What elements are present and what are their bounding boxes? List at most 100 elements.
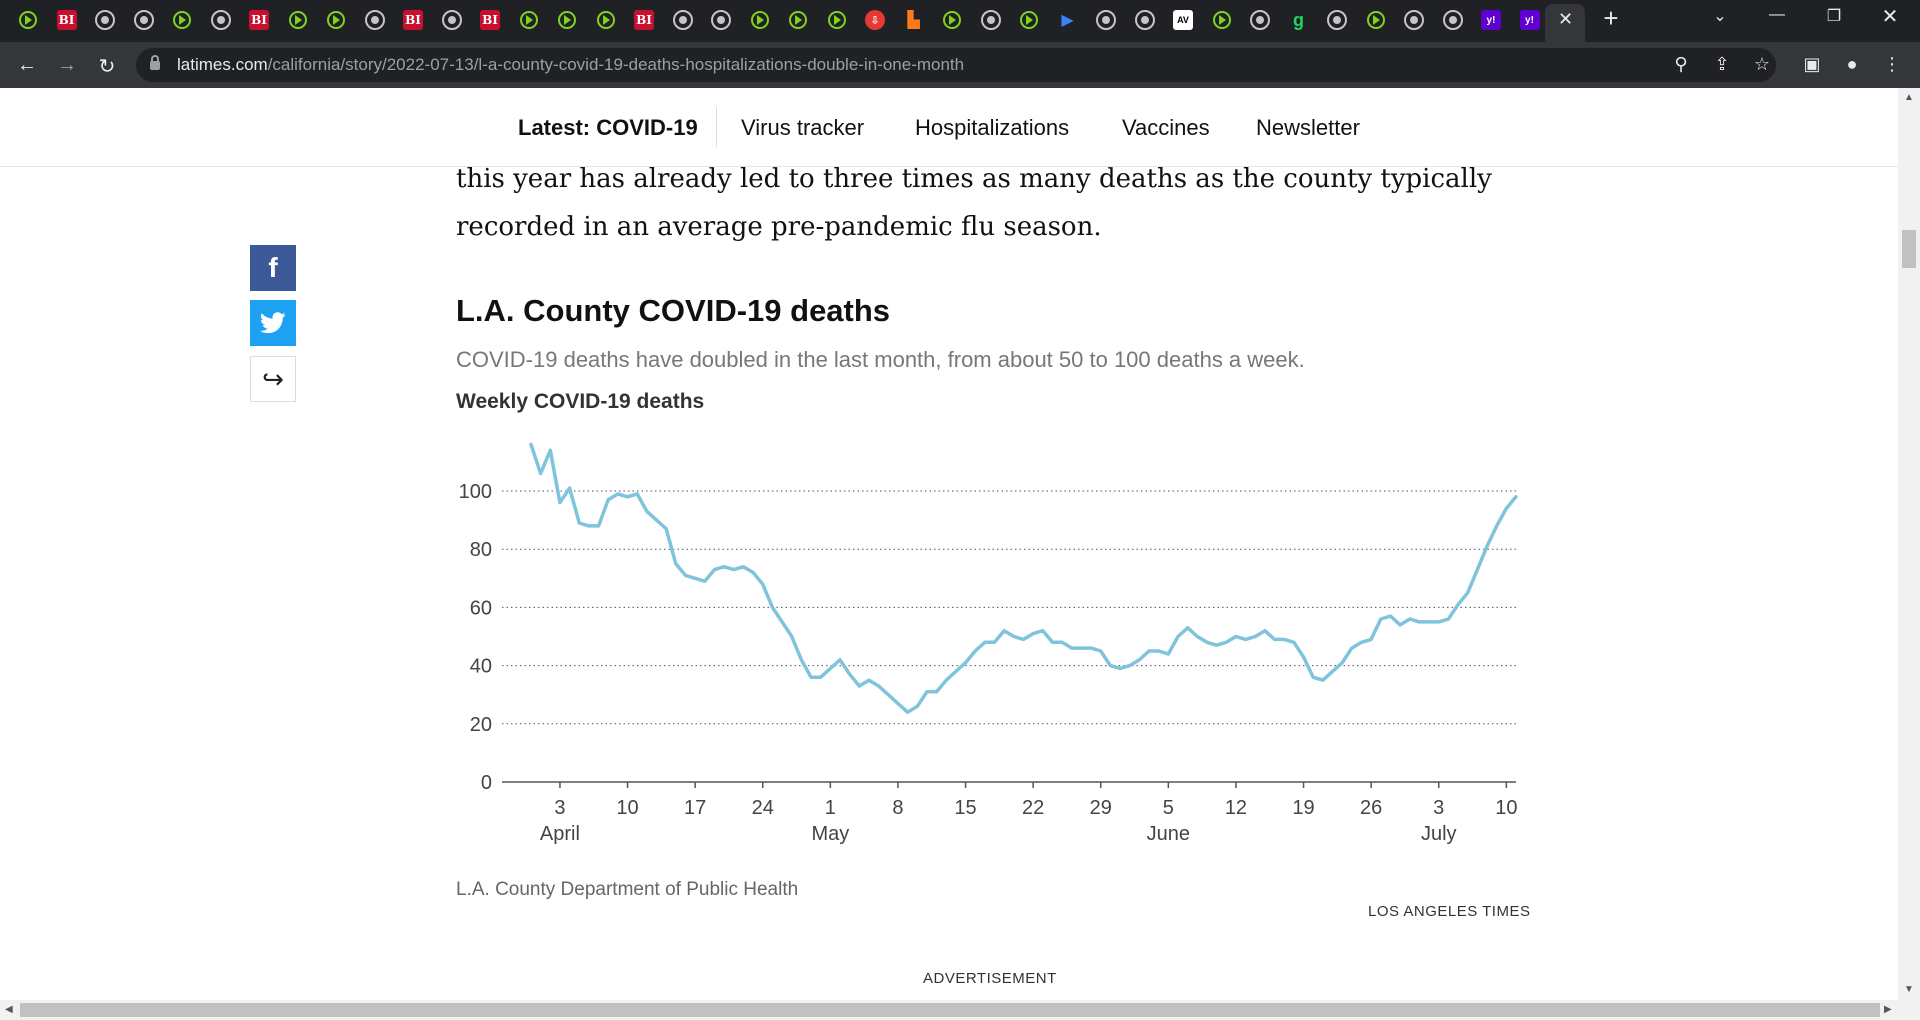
tab-favicon-play-icon[interactable]: [1366, 10, 1386, 30]
url-text[interactable]: latimes.com/california/story/2022-07-13/…: [177, 55, 965, 74]
y-tick-label: 0: [481, 772, 492, 794]
tab-favicon-bi-icon[interactable]: BI: [634, 10, 654, 30]
x-month-label: July: [1421, 823, 1457, 845]
tab-favicon-globe-icon[interactable]: [1096, 10, 1116, 30]
tab-favicon-play-icon[interactable]: [1212, 10, 1232, 30]
tab-favicon-play-icon[interactable]: [18, 10, 38, 30]
twitter-share-button[interactable]: [250, 300, 296, 346]
tab-search-icon[interactable]: ⌄: [1713, 8, 1727, 25]
tab-favicon-play-icon[interactable]: [596, 10, 616, 30]
scroll-left-icon[interactable]: ◀: [5, 1004, 13, 1015]
tab-favicon-globe-icon[interactable]: [672, 10, 693, 30]
scroll-right-icon[interactable]: ▶: [1884, 1004, 1892, 1015]
nav-vaccines[interactable]: Vaccines: [1122, 115, 1210, 140]
tab-favicon-play-icon[interactable]: [519, 10, 539, 30]
tab-strip: BI BI BI BI BI ⇩ ▙ ▶ AV g y! y! ✕ + ⌄ — ❐ ✕: [0, 0, 1920, 42]
tab-favicon-play-icon[interactable]: [1019, 10, 1039, 30]
tab-favicon-globe-icon[interactable]: [1404, 10, 1424, 30]
nav-virus-tracker[interactable]: Virus tracker: [741, 115, 865, 140]
chart-title: L.A. County COVID-19 deaths: [456, 293, 891, 328]
tab-favicon-globe-icon[interactable]: [95, 10, 115, 30]
forward-icon[interactable]: →: [57, 54, 77, 76]
tab-favicon-globe-icon[interactable]: [1442, 10, 1463, 30]
x-tick-label: 22: [1022, 797, 1044, 819]
tab-favicon-bi-icon[interactable]: BI: [56, 10, 77, 30]
nav-divider: [716, 107, 717, 147]
bookmark-star-icon[interactable]: ☆: [1753, 54, 1771, 74]
tab-favicon-globe-icon[interactable]: [711, 10, 731, 30]
chart-credit: LOS ANGELES TIMES: [1368, 903, 1531, 920]
nav-hospitalizations[interactable]: Hospitalizations: [915, 115, 1070, 140]
side-panel-icon[interactable]: ▣: [1803, 54, 1821, 74]
menu-icon[interactable]: ⋮: [1883, 54, 1901, 74]
tab-favicon-orange-icon[interactable]: ▙: [903, 10, 924, 30]
restore-icon[interactable]: ❐: [1826, 8, 1842, 25]
x-tick-label: 29: [1090, 797, 1112, 819]
tab-favicon-dark-icon[interactable]: AV: [1173, 10, 1193, 30]
facebook-share-button[interactable]: f: [250, 245, 296, 291]
tab-favicon-globe-icon[interactable]: [210, 10, 231, 30]
active-tab[interactable]: ✕: [1545, 4, 1585, 42]
chart-source: L.A. County Department of Public Health: [456, 879, 799, 900]
x-tick-label: 26: [1360, 797, 1382, 819]
horizontal-scroll-thumb[interactable]: [20, 1003, 1880, 1017]
tab-favicon-globe-icon[interactable]: [980, 10, 1001, 30]
x-tick-label: 19: [1292, 797, 1314, 819]
share-page-icon[interactable]: ⇪: [1714, 54, 1730, 74]
twitter-icon: [260, 312, 286, 334]
new-tab-icon[interactable]: +: [1603, 3, 1619, 33]
tab-favicon-play-icon[interactable]: [827, 10, 847, 30]
tab-favicon-globe-icon[interactable]: [1250, 10, 1270, 30]
lock-icon[interactable]: [150, 55, 160, 70]
tab-favicon-globe-icon[interactable]: [1327, 10, 1347, 30]
tab-favicon-yahoo-icon[interactable]: y!: [1481, 10, 1501, 30]
tab-favicon-g-icon[interactable]: g: [1288, 10, 1309, 30]
section-nav: Latest: COVID-19 Virus tracker Hospitali…: [0, 88, 1898, 167]
profile-icon[interactable]: ●: [1846, 54, 1858, 74]
article-paragraph-line: this year has already led to three times…: [456, 164, 1492, 194]
vertical-scroll-thumb[interactable]: [1902, 230, 1916, 268]
deaths-line-chart: 0 20 40 60 80 100 3 April 10 17 24 1 May 8 15 22 29 5 June…: [459, 442, 1518, 845]
tab-favicon-yahoo-icon[interactable]: y!: [1519, 10, 1540, 30]
tab-favicon-bi-icon[interactable]: BI: [249, 10, 269, 30]
share-arrow-icon: ↪: [262, 363, 284, 394]
tab-favicon-play-icon[interactable]: [788, 10, 808, 30]
x-month-label: June: [1147, 823, 1190, 845]
x-tick-label: 12: [1225, 797, 1247, 819]
tab-favicon-red-icon[interactable]: ⇩: [865, 10, 885, 30]
chart-label: Weekly COVID-19 deaths: [456, 390, 705, 413]
x-tick-label: 15: [954, 797, 976, 819]
advertisement-label: ADVERTISEMENT: [923, 970, 1057, 987]
tab-favicon-play-icon[interactable]: [557, 10, 577, 30]
tab-favicon-bi-icon[interactable]: BI: [480, 10, 500, 30]
tab-favicon-blue-icon[interactable]: ▶: [1057, 10, 1078, 30]
tab-favicon-globe-icon[interactable]: [1134, 10, 1155, 30]
vertical-scrollbar[interactable]: [1898, 88, 1920, 1000]
tab-favicon-play-icon[interactable]: [172, 10, 192, 30]
reload-icon[interactable]: ↻: [98, 56, 116, 78]
address-bar[interactable]: [136, 48, 1776, 82]
tab-favicon-bi-icon[interactable]: BI: [403, 10, 423, 30]
scroll-up-icon[interactable]: ▲: [1904, 92, 1914, 103]
back-icon[interactable]: ←: [17, 54, 37, 76]
scroll-down-icon[interactable]: ▼: [1904, 984, 1914, 995]
tab-favicon-globe-icon[interactable]: [133, 10, 154, 30]
tab-favicon-play-icon[interactable]: [288, 10, 308, 30]
zoom-icon[interactable]: ⚲: [1674, 54, 1688, 74]
tab-favicon-play-icon[interactable]: [942, 10, 962, 30]
tab-favicon-play-icon[interactable]: [326, 10, 346, 30]
minimize-icon[interactable]: —: [1769, 6, 1785, 23]
nav-newsletter[interactable]: Newsletter: [1256, 115, 1360, 140]
nav-latest-covid[interactable]: Latest: COVID-19: [518, 115, 698, 140]
tab-favicon-play-icon[interactable]: [750, 10, 770, 30]
close-window-icon[interactable]: ✕: [1881, 6, 1899, 28]
x-tick-label: 3: [1433, 797, 1444, 819]
close-tab-icon[interactable]: ✕: [1558, 9, 1574, 29]
y-tick-label: 80: [470, 539, 492, 561]
tab-favicon-globe-icon[interactable]: [441, 10, 462, 30]
x-tick-label: 17: [684, 797, 706, 819]
tab-favicon-globe-icon[interactable]: [364, 10, 385, 30]
x-tick-label: 10: [616, 797, 638, 819]
share-more-button[interactable]: ↪: [250, 356, 296, 402]
x-tick-label: 24: [752, 797, 774, 819]
